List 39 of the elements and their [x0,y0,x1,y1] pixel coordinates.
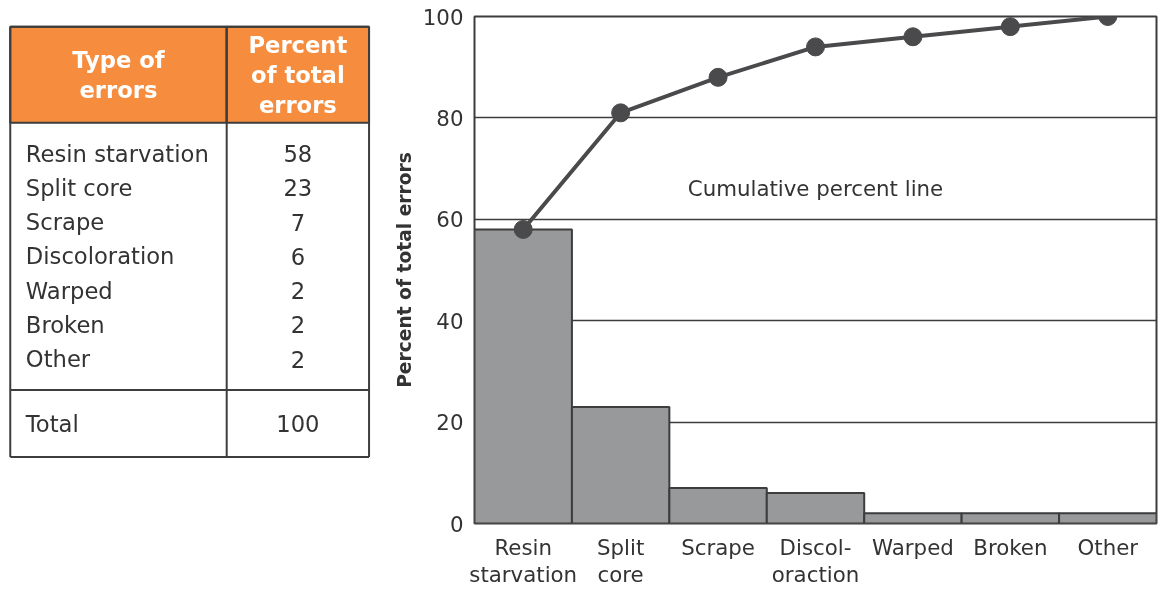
y-tick-label: 20 [436,410,464,436]
x-tick-label: Broken [973,534,1048,560]
text: Resin starvation [25,140,209,167]
text: Percent of total errors [248,31,348,118]
annotation: Cumulative percent line [687,176,944,202]
text: 2 [290,346,306,373]
point [611,103,631,123]
y-tick-label: 0 [449,511,464,537]
y-tick-label: 100 [422,4,464,30]
point [903,27,923,47]
text: Total [24,410,79,437]
x-tick-label: Discol- oraction [771,534,860,587]
text: 58 [283,141,313,168]
text: Broken [25,311,105,338]
text: 2 [290,278,306,305]
text: Scrape [25,209,105,236]
text: Split core [25,174,133,201]
text: 100 [276,411,320,438]
text: Discoloration [25,243,175,270]
text: Type of errors [72,46,166,103]
text: 6 [290,243,306,270]
x-tick-label: Warped [872,534,954,560]
y-tick-label: 60 [436,207,464,233]
x-tick-label: Other [1077,534,1139,560]
text: Warped [25,277,113,304]
point [1000,17,1020,37]
x-tick-label: Scrape [681,534,755,560]
y-axis-title: Percent of total errors [393,152,415,388]
text: 7 [290,209,306,236]
x-tick-label: Resin starvation [469,534,578,587]
point [806,37,825,57]
y-tick-label: 80 [436,105,464,131]
point [513,219,533,239]
x-tick-label: Split core [597,534,645,587]
y-tick-label: 40 [436,308,464,334]
text: 2 [290,312,306,339]
text: 23 [283,175,313,202]
point [708,67,728,87]
text: Other [25,346,91,373]
